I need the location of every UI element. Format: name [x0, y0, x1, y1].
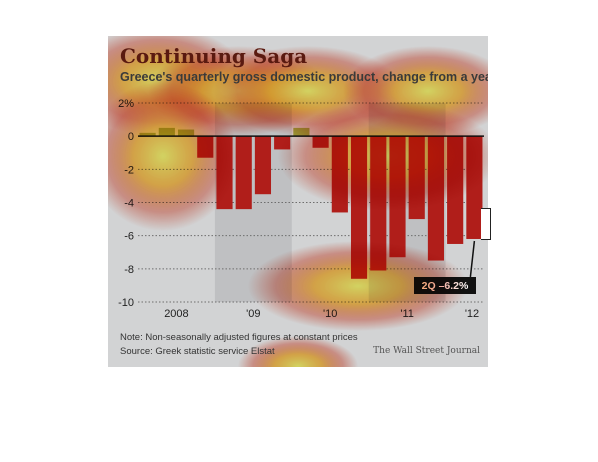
chart-panel: 2% 0 -2 -4 -6 -8 -10 2008 '09 '10 '11 '12 2Q –6.2%… — [108, 36, 488, 367]
y-tick-label: 0 — [128, 131, 134, 143]
bar — [177, 129, 195, 137]
x-tick-label: '11 — [400, 308, 414, 320]
bar — [274, 136, 291, 150]
bar — [350, 136, 368, 279]
y-tick-label: -6 — [124, 231, 134, 243]
bar — [312, 136, 329, 148]
bar — [254, 136, 272, 195]
x-tick-label: 2008 — [164, 308, 188, 320]
bar — [408, 136, 425, 220]
bar-chart: 2% 0 -2 -4 -6 -8 -10 2008 '09 '10 '11 '12 2Q –6.2% — [118, 98, 484, 320]
chart-source: Source: Greek statistic service Elstat — [120, 346, 275, 357]
y-tick-label: -4 — [124, 198, 134, 210]
bar — [158, 127, 175, 137]
y-tick-label: 2% — [118, 98, 134, 110]
callout-label: 2Q –6.2% — [422, 280, 469, 292]
bar — [447, 136, 464, 244]
bar — [216, 136, 233, 210]
publisher-credit: The Wall Street Journal — [373, 346, 480, 356]
bar — [389, 136, 406, 258]
bar — [235, 136, 252, 210]
bar — [331, 136, 348, 213]
chart-subtitle: Greece's quarterly gross domestic produc… — [120, 70, 488, 84]
y-tick-label: -10 — [118, 297, 134, 309]
y-tick-label: -8 — [124, 264, 134, 276]
y-tick-label: -2 — [124, 164, 134, 176]
x-tick-label: '09 — [246, 308, 260, 320]
chart-title: Continuing Saga — [120, 44, 308, 68]
bar — [427, 136, 445, 261]
bar — [293, 127, 310, 137]
x-tick-label: '12 — [465, 308, 479, 320]
side-bracket — [481, 208, 491, 240]
bar — [370, 136, 387, 271]
bar — [197, 136, 214, 158]
chart-note: Note: Non-seasonally adjusted figures at… — [120, 332, 358, 343]
x-tick-label: '10 — [323, 308, 337, 320]
callout-leader — [469, 240, 476, 278]
